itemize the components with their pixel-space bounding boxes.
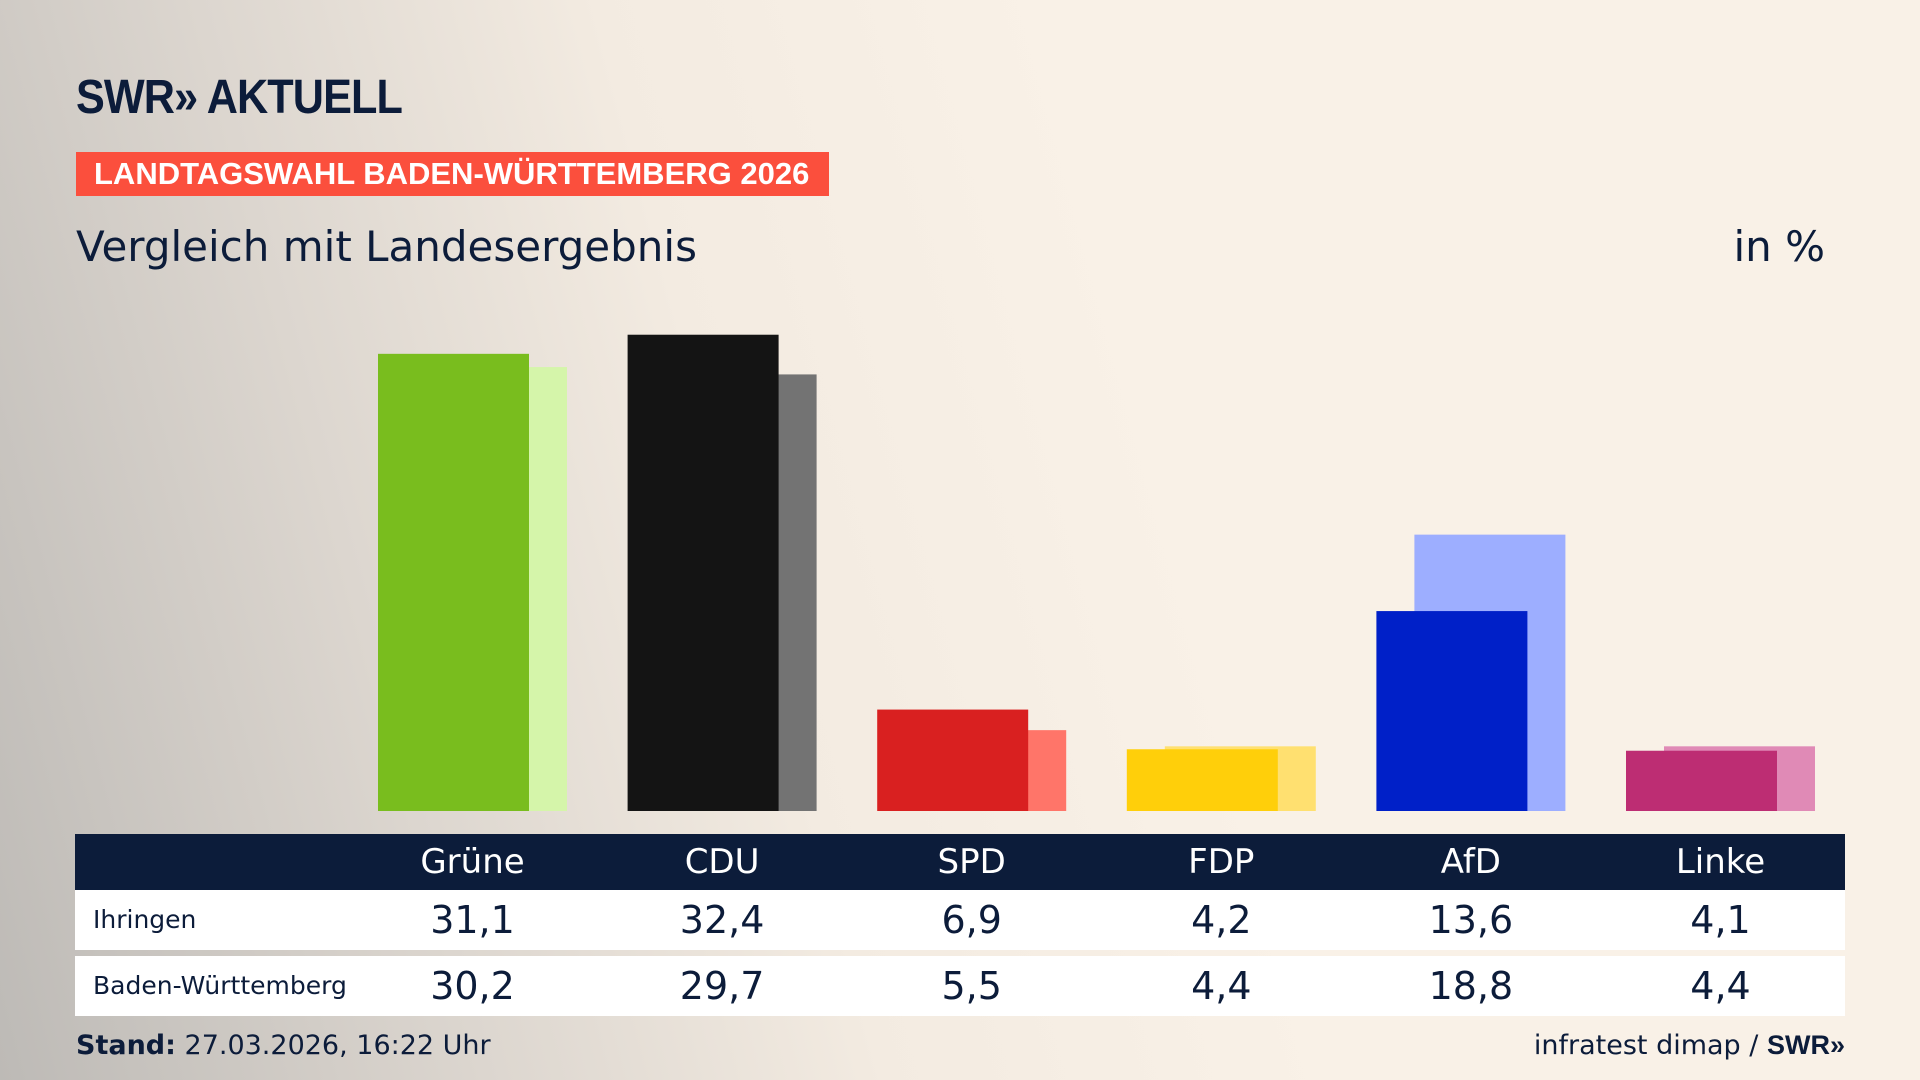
- results-table: Grüne CDU SPD FDP AfD Linke Ihringen 31,1 32,4…: [75, 834, 1845, 1016]
- election-banner: LANDTAGSWAHL BADEN-WÜRTTEMBERG 2026: [76, 152, 829, 196]
- table-row: Ihringen 31,1 32,4 6,9 4,2 13,6 4,1: [75, 890, 1845, 950]
- table-header: Grüne CDU SPD FDP AfD Linke: [75, 834, 1845, 890]
- value-cell: 13,6: [1428, 898, 1514, 942]
- value-cell: 18,8: [1428, 964, 1514, 1008]
- value-cell: 4,1: [1690, 898, 1751, 942]
- row-label: Ihringen: [93, 905, 197, 934]
- value-cell: 30,2: [430, 964, 515, 1008]
- value-cell: 4,4: [1191, 964, 1252, 1008]
- source: infratest dimap / SWR»: [1534, 1030, 1845, 1061]
- source-text: infratest dimap /: [1533, 1030, 1759, 1061]
- value-cell: 4,2: [1191, 898, 1252, 942]
- timestamp: Stand: 27.03.2026, 16:22 Uhr: [76, 1030, 491, 1061]
- bar-fdp-ihringen: [1126, 749, 1278, 811]
- party-header: SPD: [937, 842, 1006, 882]
- bar-spd-ihringen: [877, 709, 1029, 811]
- party-header: CDU: [684, 842, 760, 882]
- row-label: Baden-Württemberg: [93, 971, 347, 1000]
- bar-afd-ihringen: [1376, 611, 1528, 811]
- value-cell: 31,1: [430, 898, 515, 942]
- value-cell: 29,7: [679, 964, 765, 1008]
- value-cell: 32,4: [679, 898, 765, 942]
- party-header: FDP: [1188, 842, 1255, 882]
- table-row: Baden-Württemberg 30,2 29,7 5,5 4,4 18,8 4,4: [75, 956, 1845, 1016]
- value-cell: 6,9: [941, 898, 1002, 942]
- unit-label: in %: [1733, 222, 1825, 271]
- party-header: AfD: [1440, 842, 1501, 882]
- bar-grüne-ihringen: [378, 353, 529, 811]
- party-header: Grüne: [420, 842, 525, 882]
- value-cell: 5,5: [941, 964, 1002, 1008]
- stand-value: 27.03.2026, 16:22 Uhr: [184, 1030, 491, 1061]
- swr-logo-small: SWR»: [1766, 1030, 1845, 1060]
- chart-subtitle: Vergleich mit Landesergebnis: [76, 222, 697, 271]
- party-header: Linke: [1675, 842, 1766, 882]
- bar-linke-ihringen: [1626, 750, 1777, 811]
- bar-cdu-ihringen: [627, 334, 779, 811]
- swr-aktuell-logo: SWR» AKTUELL: [76, 71, 403, 124]
- value-cell: 4,4: [1690, 964, 1751, 1008]
- stand-label: Stand:: [76, 1030, 176, 1061]
